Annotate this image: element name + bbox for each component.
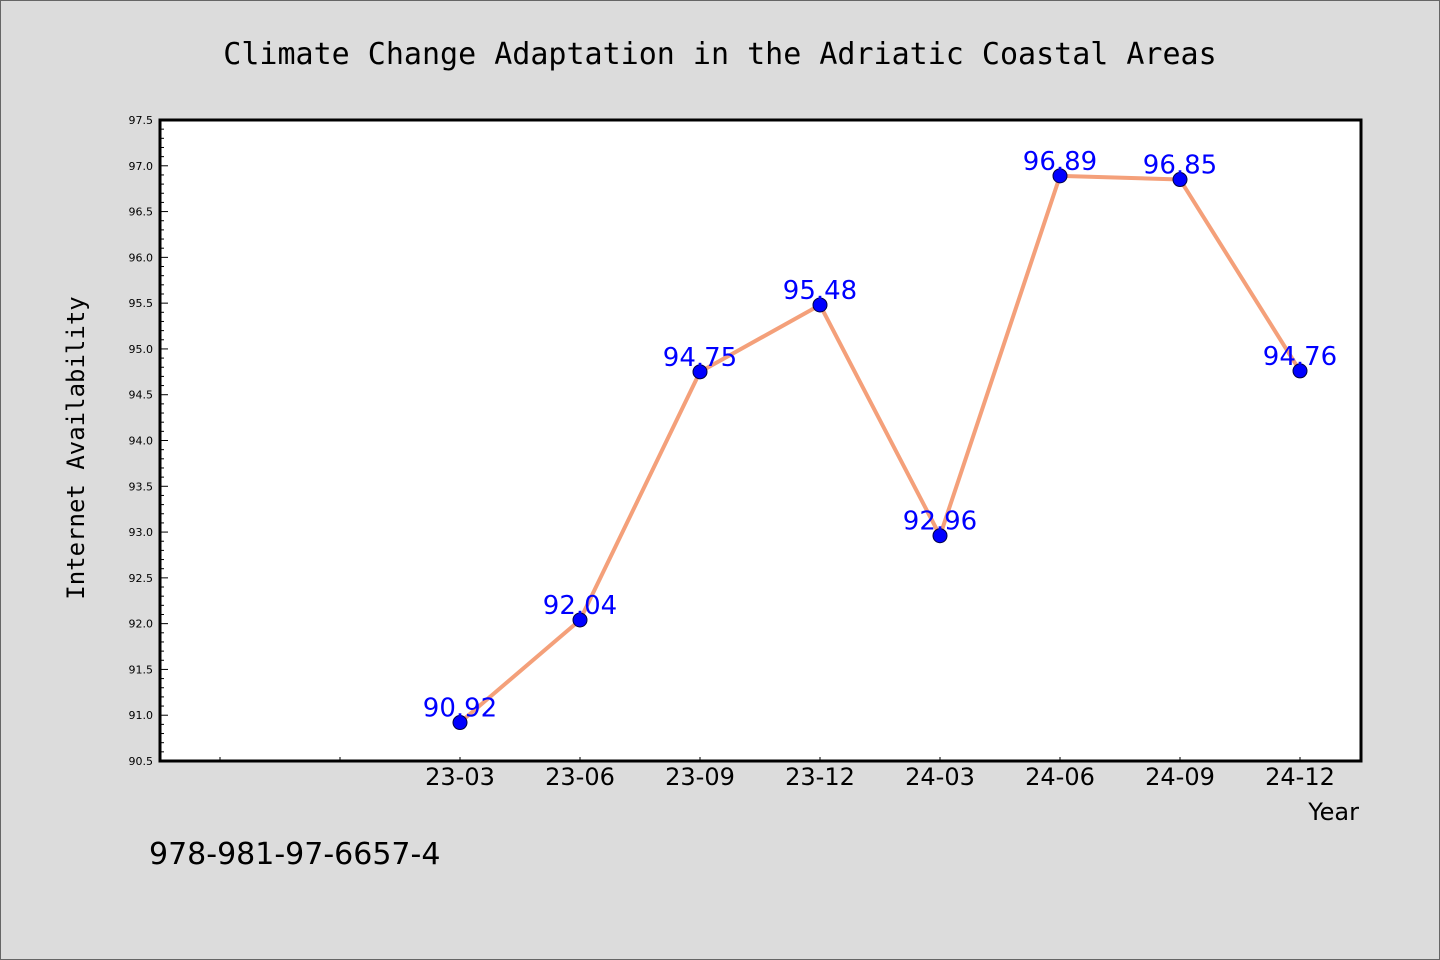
- data-point: [572, 612, 588, 628]
- y-tick-label: 93.0: [129, 526, 154, 539]
- y-axis: 90.5 91.0 91.5 92.0 92.5 93.0 93.5 94.0 94.5 95.0…: [129, 114, 168, 768]
- data-label: 92.96: [903, 507, 977, 537]
- data-point: [1172, 172, 1188, 188]
- series-line: [458, 173, 1302, 725]
- y-tick-label: 95.5: [129, 297, 154, 310]
- y-tick-label: 94.0: [129, 435, 154, 448]
- x-axis: 23-03 23-06 23-09 23-12 24-03 24-06 24-09 24-12: [219, 757, 1335, 791]
- y-tick-label: 90.5: [129, 755, 154, 768]
- data-label: 96.89: [1023, 147, 1097, 177]
- y-tick-label: 96.5: [129, 206, 154, 219]
- series-layer: 90.92 92.04 94.75 95.48 92.96 96.89 96.85 94.76: [423, 147, 1337, 731]
- data-label: 96.85: [1143, 151, 1217, 181]
- data-point: [692, 364, 708, 380]
- chart-title: Climate Change Adaptation in the Adriati…: [223, 37, 1216, 72]
- plot-area: [158, 118, 1363, 763]
- data-label: 90.92: [423, 694, 497, 724]
- x-tick-label: 23-03: [425, 763, 495, 791]
- y-tick-label: 91.5: [129, 663, 154, 676]
- data-point: [1052, 168, 1068, 184]
- x-tick-label: 24-06: [1025, 763, 1095, 791]
- x-tick-label: 23-09: [665, 763, 735, 791]
- y-tick-label: 92.0: [129, 618, 154, 631]
- x-tick-label: 23-06: [545, 763, 615, 791]
- data-point: [1292, 363, 1308, 379]
- y-axis-label: Internet Availability: [62, 296, 90, 599]
- data-label: 95.48: [783, 276, 857, 306]
- x-tick-label: 24-12: [1265, 763, 1335, 791]
- x-axis-label: Year: [1307, 798, 1359, 826]
- y-tick-label: 97.5: [129, 114, 154, 127]
- x-tick-label: 24-09: [1145, 763, 1215, 791]
- x-tick-label: 23-12: [785, 763, 855, 791]
- data-label: 94.76: [1263, 342, 1337, 372]
- data-point: [812, 297, 828, 313]
- y-tick-label: 92.5: [129, 572, 154, 585]
- y-tick-label: 97.0: [129, 160, 154, 173]
- y-tick-label: 95.0: [129, 343, 154, 356]
- data-label: 92.04: [543, 591, 617, 621]
- y-tick-label: 96.0: [129, 251, 154, 264]
- y-tick-label: 94.5: [129, 389, 154, 402]
- y-tick-label: 91.0: [129, 709, 154, 722]
- data-point: [932, 528, 948, 544]
- data-label: 94.75: [663, 343, 737, 373]
- isbn-text: 978-981-97-6657-4: [149, 837, 440, 872]
- data-point: [452, 715, 468, 731]
- x-tick-label: 24-03: [905, 763, 975, 791]
- y-tick-label: 93.5: [129, 480, 154, 493]
